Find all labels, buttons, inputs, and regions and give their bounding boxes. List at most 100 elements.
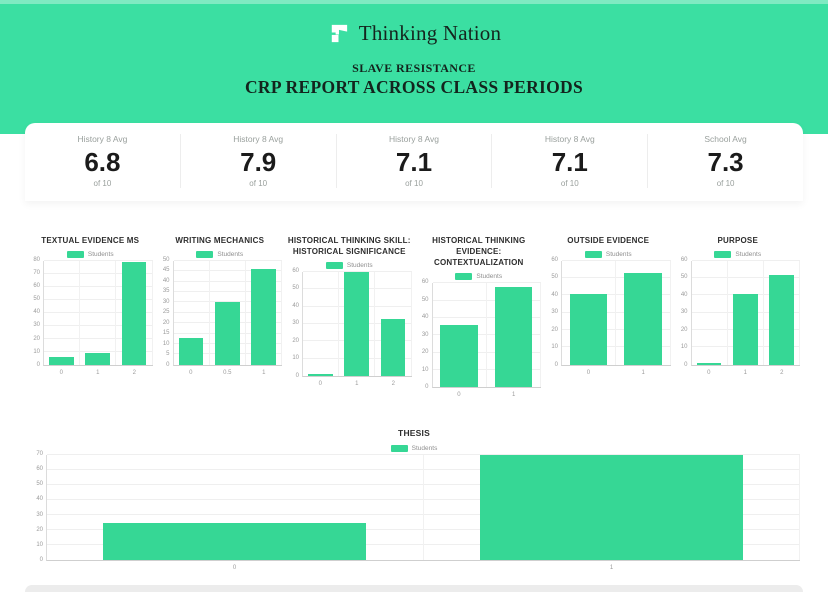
chart-legend: Students — [287, 261, 412, 269]
y-tick-label: 0 — [295, 372, 299, 379]
x-tick-label: 0 — [586, 369, 591, 376]
y-axis: 0 10 20 30 40 50 60 70 — [28, 451, 46, 564]
stat-label: History 8 Avg — [544, 134, 595, 144]
y-axis: 0 10 20 30 40 50 60 70 80 — [28, 257, 43, 368]
y-tick-label: 70 — [36, 451, 43, 458]
gridline — [173, 259, 282, 261]
x-tick-label: 0 — [59, 369, 63, 376]
y-tick-label: 60 — [551, 256, 558, 263]
bar — [344, 271, 370, 376]
x-tick-label: 2 — [132, 369, 136, 376]
y-tick-label: 15 — [162, 330, 170, 337]
bar — [696, 363, 722, 365]
y-tick-label: 80 — [33, 256, 40, 263]
bar — [178, 337, 204, 365]
gridline — [44, 298, 153, 300]
x-axis-labels: 0 1 2 — [691, 370, 801, 376]
x-tick-label: 1 — [511, 392, 516, 399]
report-header: Thinking Nation SLAVE RESISTANCE CRP REP… — [0, 0, 828, 134]
plot: 0 10 20 30 40 50 60 — [546, 257, 671, 368]
legend-label: Students — [217, 250, 244, 258]
y-axis: 0 5 10 15 20 25 30 35 40 45 50 — [158, 257, 173, 368]
y-tick-label: 20 — [421, 349, 429, 356]
bar — [103, 522, 367, 561]
stat-label: History 8 Avg — [233, 134, 284, 144]
chart-textual-evidence-ms: TEXTUAL EVIDENCE MS Students 0 10 20 30 40 50… — [28, 235, 153, 376]
stat-denominator: of 10 — [249, 178, 268, 188]
bar-cell — [47, 455, 424, 561]
bar — [251, 269, 276, 365]
y-tick-label: 20 — [292, 337, 299, 344]
chart-title: OUTSIDE EVIDENCE — [567, 235, 650, 245]
logo: Thinking Nation — [0, 0, 828, 46]
y-axis: 0 10 20 30 40 50 60 — [417, 279, 432, 390]
y-axis: 0 10 20 30 40 50 60 — [676, 257, 691, 368]
y-tick-label: 60 — [421, 279, 429, 286]
y-tick-label: 25 — [162, 309, 170, 316]
x-tick-label: 0.5 — [223, 369, 232, 376]
y-tick-label: 50 — [162, 256, 170, 263]
bar-cell — [339, 271, 376, 376]
chart-legend: Students — [546, 250, 671, 258]
y-tick-label: 35 — [162, 288, 170, 295]
bar-cell — [616, 260, 671, 365]
x-tick-label: 2 — [391, 380, 395, 387]
y-tick-label: 0 — [39, 557, 43, 564]
chart-legend: Students — [28, 250, 153, 258]
gridline — [44, 285, 153, 287]
bar-cell — [174, 260, 210, 365]
legend-swatch — [455, 273, 473, 281]
y-tick-label: 60 — [292, 267, 299, 274]
bar-cell — [375, 271, 412, 376]
bar-cell — [116, 260, 153, 365]
y-tick-label: 40 — [680, 291, 688, 298]
bar — [85, 353, 111, 365]
stat-label: History 8 Avg — [77, 134, 128, 144]
y-tick-label: 50 — [680, 274, 688, 281]
chart-title: THESIS — [398, 428, 430, 439]
chart-title: HISTORICAL THINKING EVIDENCE: CONTEXTUAL… — [432, 235, 526, 267]
plot: 0 10 20 30 40 50 60 70 — [28, 451, 800, 564]
stat-value: 6.8 — [84, 147, 121, 177]
y-tick-label: 20 — [551, 326, 558, 333]
chart-title: TEXTUAL EVIDENCE MS — [41, 235, 140, 245]
gridline — [432, 334, 541, 336]
bar — [380, 318, 406, 376]
gridline — [562, 329, 671, 331]
gridline — [432, 316, 541, 318]
bar — [494, 286, 532, 388]
x-axis-labels: 0 1 2 — [43, 370, 153, 376]
plot-area — [690, 259, 801, 366]
chart-historical-significance: HISTORICAL THINKING SKILL: HISTORICAL SI… — [287, 235, 412, 387]
y-tick-label: 5 — [166, 351, 170, 358]
bar — [732, 293, 758, 365]
plot-area — [561, 259, 671, 366]
y-tick-label: 30 — [551, 309, 558, 316]
plot-area — [43, 259, 153, 366]
bar-cell — [692, 260, 728, 365]
x-tick-label: 0 — [318, 380, 322, 387]
y-tick-label: 60 — [680, 256, 688, 263]
stat-value: 7.9 — [240, 147, 277, 177]
gridline — [562, 346, 671, 348]
bar — [214, 302, 240, 365]
chart-outside-evidence: OUTSIDE EVIDENCE Students 0 10 20 30 40 50 60 … — [546, 235, 671, 376]
gridline — [44, 337, 153, 339]
stat-card: History 8 Avg 7.1 of 10 — [491, 134, 647, 188]
gridline — [44, 272, 153, 274]
y-tick-label: 40 — [551, 291, 558, 298]
y-tick-label: 70 — [33, 269, 40, 276]
y-tick-label: 50 — [421, 296, 429, 303]
gridline — [173, 301, 282, 303]
chart-writing-mechanics: WRITING MECHANICS Students 0 5 10 15 20 25 30 3… — [158, 235, 283, 376]
bar-cell — [210, 260, 246, 365]
y-tick-label: 30 — [292, 320, 299, 327]
chart-legend: Students — [28, 445, 800, 453]
y-tick-label: 40 — [421, 314, 429, 321]
x-tick-label: 1 — [641, 369, 645, 376]
bar — [121, 262, 147, 365]
x-tick-label: 1 — [609, 565, 614, 572]
gridline — [47, 499, 800, 501]
